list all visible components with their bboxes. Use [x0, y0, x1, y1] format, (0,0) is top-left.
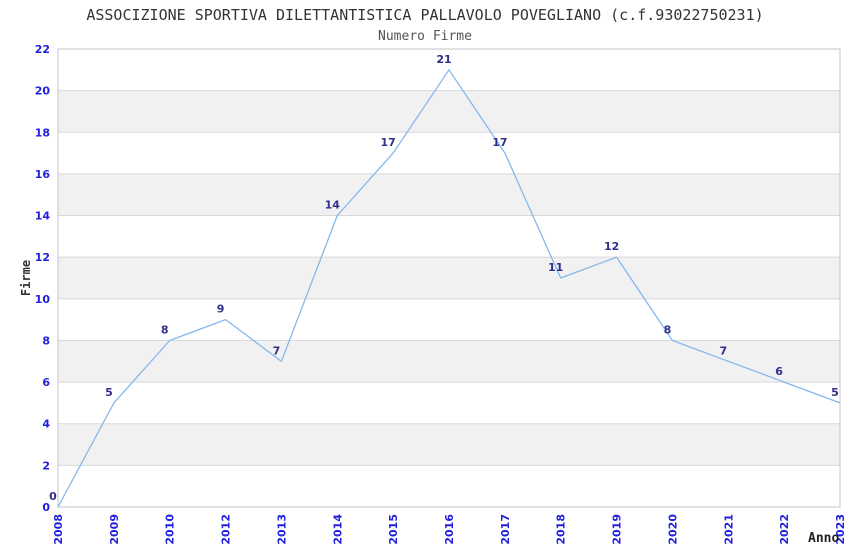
chart-subtitle: Numero Firme: [378, 29, 472, 44]
svg-text:8: 8: [42, 335, 50, 348]
svg-text:8: 8: [161, 324, 169, 337]
svg-text:21: 21: [436, 53, 451, 66]
svg-text:2016: 2016: [443, 514, 456, 545]
x-tick-labels: 2008 2009 2010 2012 2013 2014 2015 2016 2017 2018…: [52, 514, 847, 545]
svg-text:5: 5: [105, 386, 113, 399]
svg-text:14: 14: [35, 210, 51, 223]
svg-text:2008: 2008: [52, 514, 65, 545]
gridlines: [58, 90, 840, 466]
svg-text:2017: 2017: [499, 514, 512, 545]
svg-text:11: 11: [548, 261, 563, 274]
svg-text:2013: 2013: [275, 514, 288, 545]
chart-title: ASSOCIZIONE SPORTIVA DILETTANTISTICA PAL…: [86, 6, 764, 24]
svg-text:10: 10: [35, 293, 51, 306]
svg-text:12: 12: [604, 240, 619, 253]
svg-text:2015: 2015: [387, 514, 400, 545]
svg-text:6: 6: [42, 376, 50, 389]
svg-text:2022: 2022: [778, 514, 791, 545]
svg-text:20: 20: [35, 85, 51, 98]
svg-text:2020: 2020: [666, 514, 679, 545]
svg-text:0: 0: [42, 501, 50, 514]
plot-border: [57, 48, 841, 508]
svg-text:17: 17: [492, 136, 507, 149]
svg-text:2023: 2023: [834, 514, 847, 545]
svg-text:12: 12: [35, 251, 50, 264]
svg-text:0: 0: [49, 490, 57, 503]
svg-text:22: 22: [35, 43, 50, 56]
svg-text:16: 16: [35, 168, 51, 181]
svg-text:2021: 2021: [722, 514, 735, 545]
svg-text:2: 2: [42, 459, 50, 472]
y-axis-title: Firme: [19, 259, 33, 297]
svg-text:2014: 2014: [331, 514, 344, 545]
svg-text:2019: 2019: [611, 514, 624, 545]
y-tick-labels: 0 2 4 6 8 10 12 14 16 18 20 22: [35, 43, 51, 514]
svg-text:4: 4: [42, 418, 50, 431]
svg-text:7: 7: [273, 344, 281, 357]
svg-text:17: 17: [380, 136, 395, 149]
svg-text:9: 9: [217, 303, 225, 316]
svg-text:8: 8: [664, 324, 672, 337]
svg-text:5: 5: [831, 386, 839, 399]
point-labels: 0 5 8 9 7 14 17 21 17 11 12 8 7 6 5: [49, 53, 839, 503]
svg-text:2012: 2012: [220, 514, 233, 545]
svg-text:2018: 2018: [555, 514, 568, 545]
svg-text:7: 7: [719, 344, 727, 357]
svg-text:6: 6: [775, 365, 783, 378]
x-axis-title: Anno: [808, 531, 840, 546]
svg-text:2010: 2010: [164, 514, 177, 545]
grid-bands: [58, 90, 840, 466]
svg-text:18: 18: [35, 126, 50, 139]
svg-text:2009: 2009: [108, 514, 121, 545]
series-line: [57, 69, 841, 508]
svg-text:14: 14: [325, 199, 341, 212]
